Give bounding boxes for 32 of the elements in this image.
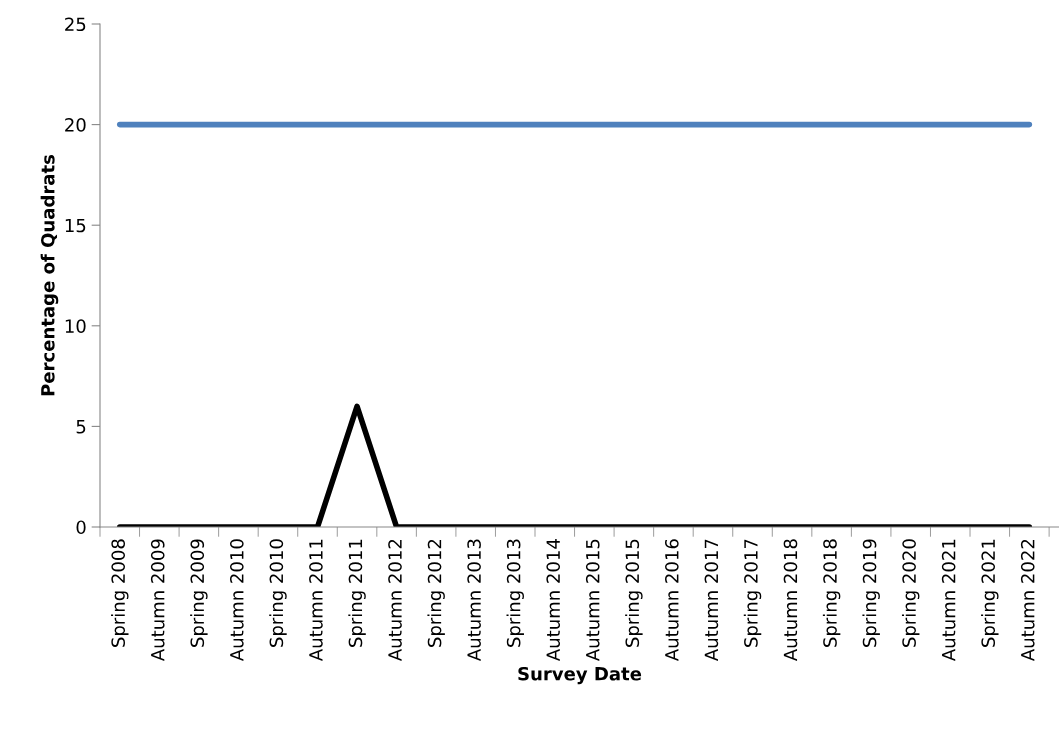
x-axis-title: Survey Date bbox=[518, 666, 642, 685]
x-tick-label: Autumn 2014 bbox=[546, 539, 561, 661]
x-tick-label: Spring 2015 bbox=[625, 539, 643, 647]
x-tick-label: Autumn 2017 bbox=[704, 539, 719, 661]
x-tick-label: Autumn 2009 bbox=[150, 539, 165, 661]
x-tick-label: Spring 2019 bbox=[862, 539, 880, 647]
y-axis-title: Percentage of Quadrats bbox=[40, 154, 59, 396]
y-tick-label: 0 bbox=[76, 520, 86, 535]
x-tick-label: Spring 2008 bbox=[111, 539, 129, 647]
x-tick-label: Autumn 2022 bbox=[1020, 539, 1035, 661]
y-tick-label: 5 bbox=[76, 420, 86, 434]
x-tick-label: Spring 2013 bbox=[506, 539, 524, 647]
x-tick-label: Autumn 2021 bbox=[941, 539, 956, 661]
x-tick-label: Autumn 2016 bbox=[665, 539, 679, 661]
x-tick-label: Spring 2011 bbox=[348, 539, 366, 647]
x-tick-label: Autumn 2013 bbox=[467, 539, 481, 661]
y-tick-label: 15 bbox=[65, 218, 86, 233]
x-tick-label: Autumn 2015 bbox=[585, 539, 600, 661]
x-tick-label: Autumn 2018 bbox=[783, 539, 798, 661]
x-tick-label: Spring 2017 bbox=[743, 539, 762, 647]
y-tick-label: 20 bbox=[65, 118, 86, 132]
x-tick-label: Spring 2020 bbox=[901, 539, 920, 647]
x-tick-label: Spring 2021 bbox=[981, 539, 999, 647]
x-tick-label: Autumn 2011 bbox=[309, 539, 323, 661]
x-tick-label: Spring 2009 bbox=[190, 539, 208, 647]
x-tick-label: Spring 2018 bbox=[822, 539, 841, 647]
y-tick-label: 10 bbox=[65, 319, 86, 333]
x-tick-label: Spring 2010 bbox=[269, 539, 287, 647]
x-tick-label: Autumn 2012 bbox=[388, 539, 402, 661]
x-tick-label: Autumn 2010 bbox=[229, 539, 244, 661]
y-tick-label: 25 bbox=[65, 17, 86, 32]
x-tick-label: Spring 2012 bbox=[427, 539, 445, 647]
